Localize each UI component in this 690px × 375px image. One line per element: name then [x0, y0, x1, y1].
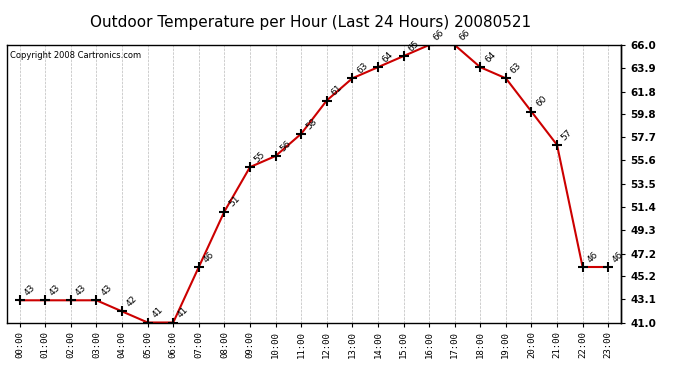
Text: 57: 57 [560, 128, 574, 142]
Text: 65: 65 [406, 39, 421, 53]
Text: 43: 43 [48, 283, 63, 297]
Text: 43: 43 [74, 283, 88, 297]
Text: 43: 43 [99, 283, 114, 297]
Text: 66: 66 [457, 28, 472, 42]
Text: 66: 66 [432, 28, 446, 42]
Text: 46: 46 [201, 250, 216, 264]
Text: 55: 55 [253, 150, 267, 164]
Text: 56: 56 [278, 139, 293, 153]
Text: 51: 51 [227, 194, 242, 209]
Text: Outdoor Temperature per Hour (Last 24 Hours) 20080521: Outdoor Temperature per Hour (Last 24 Ho… [90, 15, 531, 30]
Text: 64: 64 [483, 50, 497, 64]
Text: 58: 58 [304, 117, 318, 131]
Text: 61: 61 [330, 83, 344, 98]
Text: 46: 46 [585, 250, 600, 264]
Text: Copyright 2008 Cartronics.com: Copyright 2008 Cartronics.com [10, 51, 141, 60]
Text: 60: 60 [534, 94, 549, 109]
Text: 63: 63 [509, 61, 523, 75]
Text: 41: 41 [176, 305, 190, 320]
Text: 41: 41 [150, 305, 165, 320]
Text: 46: 46 [611, 250, 625, 264]
Text: 43: 43 [23, 283, 37, 297]
Text: 63: 63 [355, 61, 370, 75]
Text: 42: 42 [125, 294, 139, 309]
Text: 64: 64 [381, 50, 395, 64]
